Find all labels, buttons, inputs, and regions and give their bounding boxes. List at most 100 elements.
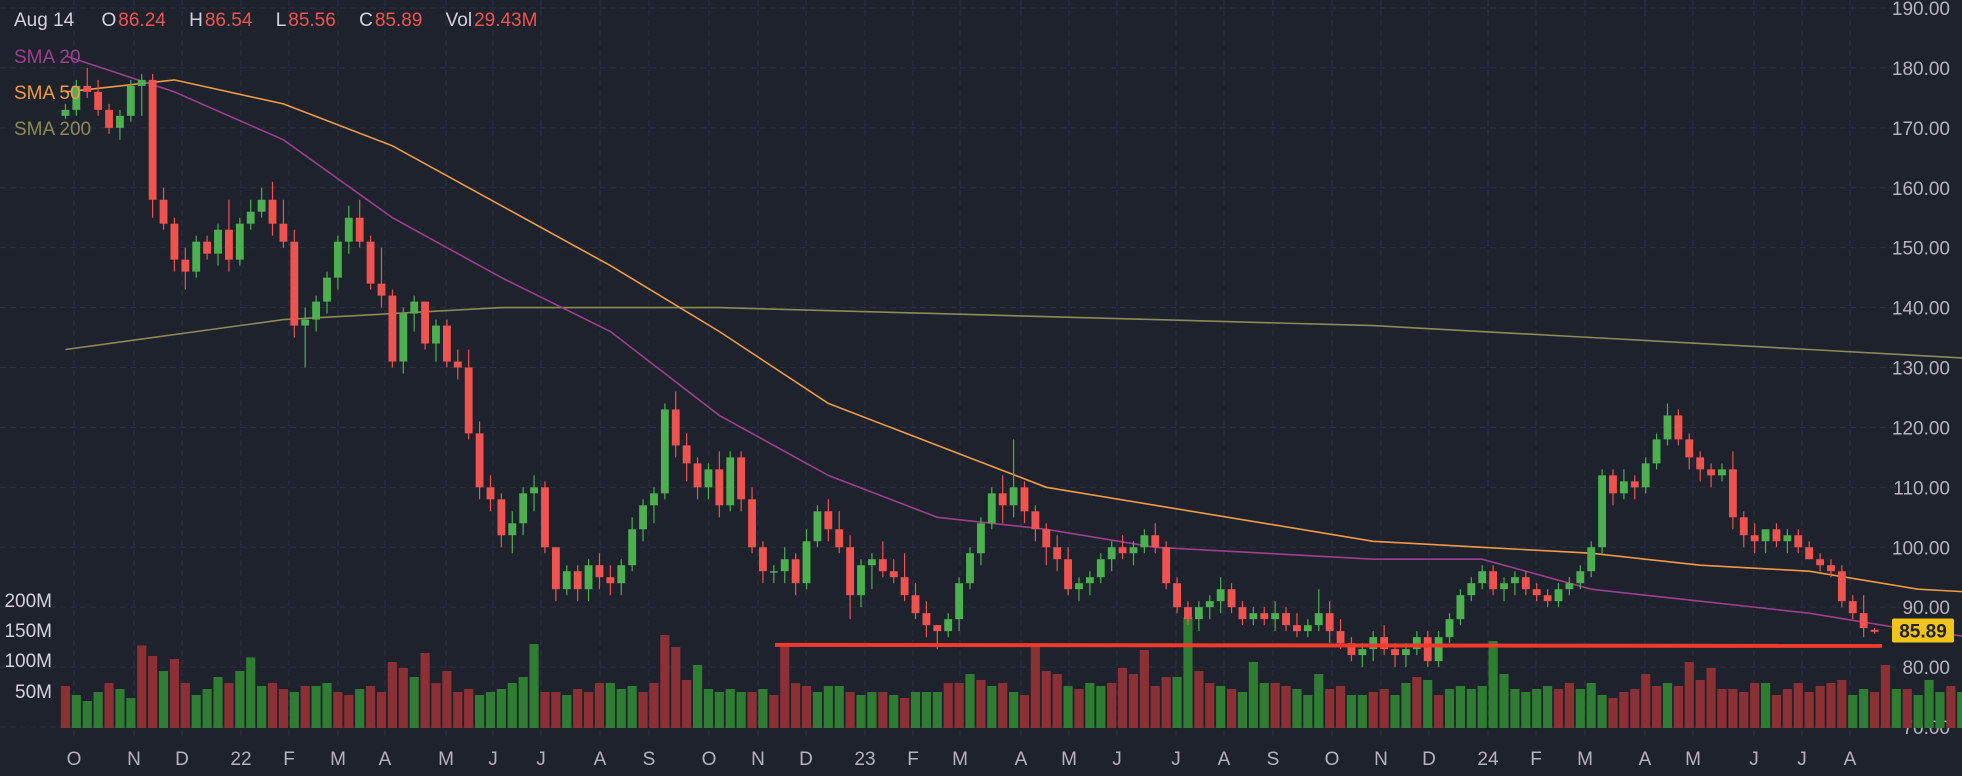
volume-bar [943,683,953,728]
volume-bar [1597,695,1607,728]
candle-body [1445,619,1454,638]
candle-body [1718,469,1726,476]
candle-body [1358,649,1367,656]
candle-body [1336,631,1345,644]
support-line [774,642,1883,648]
legend-sma50[interactable]: SMA 50 [14,83,81,104]
candle-body [1325,613,1334,632]
volume-bar [921,692,931,728]
candle-body [1249,613,1258,620]
candle-body [1783,535,1792,542]
candle-body [900,577,909,596]
volume-bar [1510,689,1520,728]
volume-bar [387,662,397,728]
candle-body [1489,571,1498,590]
candle-body [181,259,190,272]
volume-bar [1444,689,1455,728]
candle-body [333,241,342,278]
candle-body [1707,469,1716,476]
candle-body [922,613,931,626]
volume-bar [1183,617,1193,728]
volume-bar [1815,686,1825,728]
volume-bar [1074,689,1084,728]
candle-body [1391,649,1399,656]
volume-bar [71,695,81,728]
candle-body [1794,535,1803,548]
legend-sma200[interactable]: SMA 200 [14,119,92,140]
volume-bar [1608,698,1618,728]
volume-bar [889,695,899,728]
candle-body [660,409,669,494]
volume-bar [355,689,365,728]
candle-body [987,493,996,524]
volume-bar [1041,671,1051,728]
volume-bar [747,692,757,728]
candle-body [323,277,331,302]
candle-body [1500,583,1508,590]
x-tick-label: M [330,749,346,770]
volume-bar [267,683,278,728]
candle-body [704,469,713,488]
candle-body [224,229,233,260]
candle-body [366,241,375,284]
candle-body [878,559,887,572]
volume-tick-label: 200M [4,591,52,612]
candle-body [835,529,844,548]
candle-body [214,229,222,254]
volume-bar [180,683,190,728]
candle-body [1598,475,1607,548]
candle-body [1663,415,1672,440]
candle-body [475,433,484,488]
volume-bar [758,689,768,728]
volume-bar [60,686,71,728]
x-tick-label: F [1530,749,1542,770]
candle-body [595,565,604,578]
open-value: 86.24 [118,10,166,31]
ohlc-header: Aug 14 O 86.24 H 86.54 L 85.56 C 85.89 Vol 29… [14,10,555,32]
candle-body [83,85,92,92]
legend-sma20[interactable]: SMA 20 [14,47,81,68]
candle-body [1750,535,1759,542]
candle-body [1369,637,1378,650]
candle-body [1162,547,1171,584]
candle-body [802,541,811,584]
candle-body [126,85,135,116]
volume-bar [1826,683,1836,728]
candle-body [944,619,953,632]
candle-body [1543,595,1552,602]
candle-body [1772,529,1781,542]
volume-value: 29.43M [474,10,538,31]
candle-body [1314,613,1323,626]
candle-body [1565,583,1574,590]
volume-bar [791,683,801,728]
candle-body [650,493,658,506]
candle-body [824,511,833,530]
volume-bar [1052,674,1062,728]
candle-body [780,559,789,572]
volume-bar [1553,689,1564,728]
volume-bar [703,689,714,728]
candle-body [1140,535,1149,548]
low-label: L [275,10,287,31]
volume-tick-label: 150M [4,621,52,642]
candle-body [584,565,593,590]
candle-body [748,499,756,548]
volume-bar [1335,686,1346,728]
volume-bar [202,689,212,728]
volume-bar [725,689,735,728]
candle-body [1532,589,1541,596]
date-label: Aug 14 [14,10,75,31]
candle-body [693,463,702,488]
volume-bar [1793,683,1803,728]
open-label: O [101,10,117,31]
high-label: H [189,10,203,31]
volume-bar [1859,689,1869,728]
volume-bar [910,692,921,728]
volume-bar [1913,695,1923,728]
volume-bar [1466,689,1476,728]
candle-body [1510,577,1519,584]
volume-bar [1924,680,1934,728]
volume-bar [115,689,125,728]
candle-body [388,295,397,362]
